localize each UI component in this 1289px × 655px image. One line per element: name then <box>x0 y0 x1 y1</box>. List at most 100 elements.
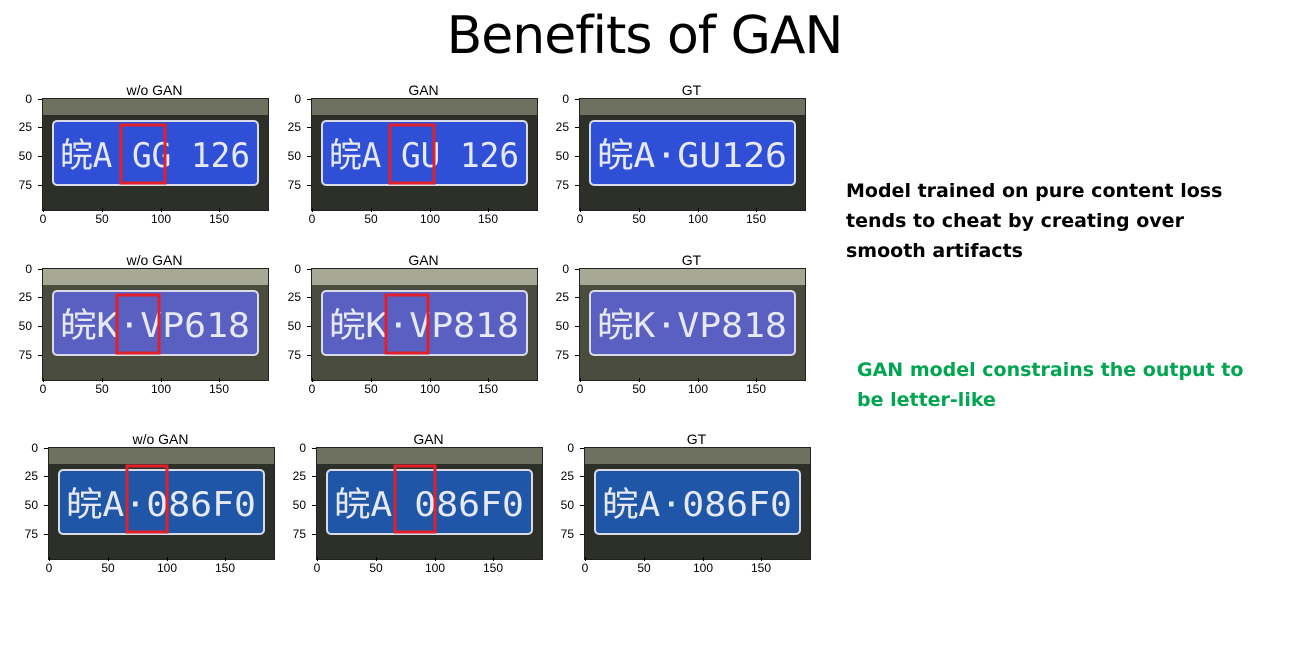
license-plate-image: 皖K·VP818 <box>311 268 538 381</box>
panel-title: GT <box>681 252 702 268</box>
x-tick-label: 50 <box>619 378 659 396</box>
plate-characters: 皖A 086F0 <box>334 485 524 525</box>
x-tick-label: 50 <box>82 208 122 226</box>
x-tick-label: 100 <box>141 378 181 396</box>
x-tick-label: 0 <box>565 557 605 575</box>
plate-characters: 皖A·GU126 <box>597 136 787 176</box>
plate-panel: w/o GAN 皖A GG 126 0 25 50 75 0 50 100 150 <box>2 82 272 232</box>
y-tick-label: 75 <box>10 527 48 541</box>
x-tick-label: 50 <box>351 208 391 226</box>
y-tick-label: 75 <box>541 178 579 192</box>
license-plate-image: 皖K·VP618 <box>42 268 269 381</box>
plate-body <box>589 120 796 186</box>
highlight-box <box>384 293 430 355</box>
y-tick-label: 25 <box>4 120 42 134</box>
y-tick-label: 75 <box>278 527 316 541</box>
panel-title: GAN <box>408 82 439 98</box>
x-tick-label: 150 <box>205 557 245 575</box>
panel-title: w/o GAN <box>126 252 183 268</box>
y-tick-label: 50 <box>4 319 42 333</box>
y-tick-label: 25 <box>546 469 584 483</box>
panel-title: w/o GAN <box>126 82 183 98</box>
plate-body <box>58 469 265 535</box>
plate-characters: 皖K·VP618 <box>60 306 250 346</box>
y-tick-label: 50 <box>546 498 584 512</box>
y-tick-label: 50 <box>4 149 42 163</box>
x-tick-label: 100 <box>141 208 181 226</box>
plate-body <box>321 120 528 186</box>
y-tick-label: 25 <box>10 469 48 483</box>
y-tick-label: 25 <box>541 120 579 134</box>
plate-body <box>589 290 796 356</box>
x-tick-label: 100 <box>678 378 718 396</box>
x-tick-label: 100 <box>410 208 450 226</box>
y-tick-label: 0 <box>541 262 579 276</box>
y-tick-label: 50 <box>10 498 48 512</box>
plate-characters: 皖A GG 126 <box>60 136 250 176</box>
x-tick-label: 100 <box>410 378 450 396</box>
plate-panel: GT 皖K·VP818 0 25 50 75 0 50 100 150 <box>539 252 809 402</box>
x-tick-label: 50 <box>356 557 396 575</box>
panel-title: w/o GAN <box>132 431 189 447</box>
y-tick-label: 0 <box>4 92 42 106</box>
plate-body <box>594 469 801 535</box>
license-plate-image: 皖A·086F0 <box>48 447 275 560</box>
content-loss-note: Model trained on pure content loss tends… <box>846 180 1223 262</box>
x-tick-label: 0 <box>23 378 63 396</box>
plate-panel: GAN 皖A 086F0 0 25 50 75 0 50 100 150 <box>276 431 546 581</box>
license-plate-image: 皖A·GU126 <box>579 98 806 211</box>
y-tick-label: 25 <box>273 120 311 134</box>
y-tick-label: 75 <box>273 178 311 192</box>
highlight-box <box>388 123 436 185</box>
x-tick-label: 0 <box>29 557 69 575</box>
panel-title: GT <box>686 431 707 447</box>
x-tick-label: 150 <box>199 378 239 396</box>
plate-panel: GAN 皖K·VP818 0 25 50 75 0 50 100 150 <box>271 252 541 402</box>
y-tick-label: 75 <box>546 527 584 541</box>
y-tick-label: 0 <box>273 262 311 276</box>
plate-characters: 皖A·086F0 <box>602 485 792 525</box>
y-tick-label: 50 <box>541 319 579 333</box>
y-tick-label: 25 <box>541 290 579 304</box>
license-plate-image: 皖A·086F0 <box>584 447 811 560</box>
y-tick-label: 25 <box>273 290 311 304</box>
plate-body <box>52 290 259 356</box>
x-tick-label: 150 <box>741 557 781 575</box>
panel-title: GT <box>681 82 702 98</box>
x-tick-label: 0 <box>292 208 332 226</box>
y-tick-label: 0 <box>278 441 316 455</box>
x-tick-label: 0 <box>292 378 332 396</box>
x-tick-label: 150 <box>736 208 776 226</box>
x-tick-label: 150 <box>473 557 513 575</box>
plate-panel: GT 皖A·086F0 0 25 50 75 0 50 100 150 <box>544 431 814 581</box>
plate-body <box>326 469 533 535</box>
plate-body <box>321 290 528 356</box>
license-plate-image: 皖K·VP818 <box>579 268 806 381</box>
panel-title: GAN <box>408 252 439 268</box>
y-tick-label: 0 <box>546 441 584 455</box>
license-plate-image: 皖A 086F0 <box>316 447 543 560</box>
x-tick-label: 100 <box>678 208 718 226</box>
plate-characters: 皖A GU 126 <box>329 136 519 176</box>
y-tick-label: 25 <box>4 290 42 304</box>
y-tick-label: 50 <box>278 498 316 512</box>
plate-characters: 皖A·086F0 <box>66 485 256 525</box>
y-tick-label: 0 <box>10 441 48 455</box>
y-tick-label: 25 <box>278 469 316 483</box>
x-tick-label: 50 <box>82 378 122 396</box>
y-tick-label: 0 <box>4 262 42 276</box>
y-tick-label: 75 <box>4 178 42 192</box>
gan-constraint-note: GAN model constrains the output to be le… <box>857 359 1244 411</box>
panel-title: GAN <box>413 431 444 447</box>
y-tick-label: 50 <box>273 149 311 163</box>
x-tick-label: 0 <box>560 208 600 226</box>
x-tick-label: 50 <box>624 557 664 575</box>
license-plate-image: 皖A GU 126 <box>311 98 538 211</box>
plate-characters: 皖K·VP818 <box>329 306 519 346</box>
x-tick-label: 50 <box>88 557 128 575</box>
license-plate-image: 皖A GG 126 <box>42 98 269 211</box>
x-tick-label: 150 <box>468 378 508 396</box>
y-tick-label: 75 <box>273 348 311 362</box>
x-tick-label: 50 <box>351 378 391 396</box>
plate-panel: w/o GAN 皖A·086F0 0 25 50 75 0 50 100 150 <box>8 431 278 581</box>
